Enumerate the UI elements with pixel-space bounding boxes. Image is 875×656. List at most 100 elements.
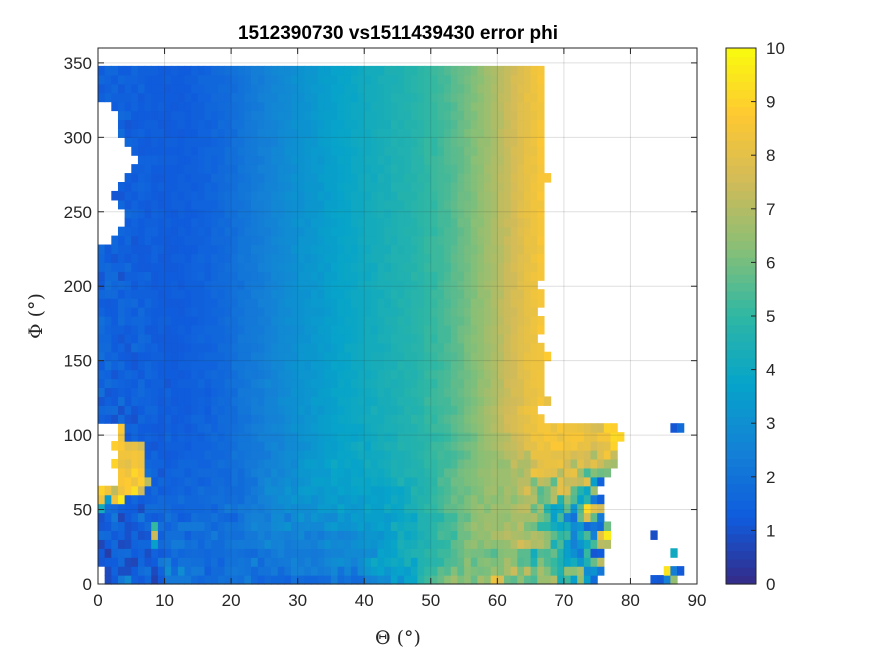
heatmap-cell — [550, 441, 558, 451]
heatmap-cell — [197, 503, 206, 514]
heatmap-cell — [224, 432, 232, 442]
heatmap-cell — [557, 485, 565, 496]
heatmap-cell — [464, 208, 472, 219]
heatmap-cell — [503, 414, 512, 424]
heatmap-cell — [464, 387, 472, 397]
heatmap-cell — [164, 414, 172, 424]
heatmap-cell — [537, 512, 545, 523]
heatmap-cell — [131, 566, 139, 576]
colorbar-tick-label: 5 — [766, 307, 775, 326]
heatmap-cell — [337, 333, 345, 344]
heatmap-cell — [177, 262, 186, 272]
colorbar-swatch — [726, 450, 756, 459]
heatmap-cell — [583, 423, 592, 433]
heatmap-cell — [137, 512, 146, 523]
heatmap-cell — [497, 298, 505, 308]
heatmap-cell — [117, 405, 126, 415]
heatmap-cell — [324, 351, 332, 362]
heatmap-cell — [444, 575, 452, 585]
heatmap-cell — [157, 271, 166, 281]
heatmap-cell — [490, 476, 498, 487]
heatmap-cell — [523, 253, 532, 263]
heatmap-cell — [124, 253, 132, 263]
heatmap-cell — [191, 182, 199, 192]
heatmap-cell — [450, 146, 458, 156]
heatmap-cell — [384, 476, 392, 487]
heatmap-cell — [537, 244, 545, 255]
heatmap-cell — [310, 512, 319, 523]
heatmap-cell — [324, 74, 332, 85]
heatmap-cell — [330, 450, 339, 460]
heatmap-cell — [477, 467, 485, 478]
heatmap-cell — [237, 539, 246, 549]
heatmap-cell — [390, 208, 399, 219]
heatmap-cell — [297, 65, 305, 76]
heatmap-cell — [384, 235, 392, 246]
heatmap-cell — [191, 164, 199, 174]
heatmap-cell — [597, 503, 605, 514]
heatmap-cell — [543, 173, 552, 183]
heatmap-cell — [370, 110, 379, 121]
colorbar-tick-label: 8 — [766, 146, 775, 165]
heatmap-cell — [277, 307, 285, 317]
heatmap-cell — [417, 530, 425, 540]
heatmap-cell — [430, 101, 439, 112]
heatmap-cell — [457, 92, 465, 103]
heatmap-cell — [457, 432, 465, 442]
heatmap-cell — [231, 333, 239, 344]
heatmap-cell — [184, 101, 192, 112]
heatmap-cell — [490, 155, 498, 165]
heatmap-cell — [357, 512, 365, 523]
heatmap-cell — [237, 271, 246, 281]
heatmap-cell — [184, 65, 192, 76]
heatmap-cell — [291, 101, 299, 112]
heatmap-cell — [350, 217, 359, 228]
heatmap-cell — [503, 217, 512, 228]
heatmap-cell — [277, 244, 285, 255]
heatmap-cell — [164, 199, 172, 210]
heatmap-cell — [317, 503, 325, 514]
heatmap-cell — [510, 128, 518, 138]
heatmap-cell — [244, 387, 252, 397]
heatmap-cell — [251, 217, 259, 228]
heatmap-cell — [177, 557, 186, 567]
heatmap-cell — [477, 423, 485, 433]
heatmap-cell — [397, 137, 405, 147]
heatmap-cell — [217, 128, 226, 138]
heatmap-cell — [171, 575, 179, 585]
heatmap-cell — [430, 360, 439, 371]
heatmap-cell — [224, 182, 232, 192]
heatmap-cell — [503, 173, 512, 183]
heatmap-cell — [350, 173, 359, 183]
heatmap-cell — [257, 566, 265, 576]
heatmap-cell — [543, 441, 552, 451]
heatmap-cell — [484, 298, 492, 308]
heatmap-cell — [404, 405, 412, 415]
heatmap-cell — [337, 548, 345, 558]
heatmap-cell — [510, 182, 518, 192]
heatmap-cell — [410, 557, 419, 567]
heatmap-cell — [184, 155, 192, 165]
heatmap-cell — [410, 485, 419, 496]
heatmap-cell — [517, 369, 525, 380]
heatmap-cell — [98, 262, 106, 272]
heatmap-cell — [397, 414, 405, 424]
heatmap-cell — [523, 199, 532, 210]
heatmap-cell — [417, 575, 425, 585]
heatmap-cell — [324, 262, 332, 272]
heatmap-cell — [344, 476, 352, 487]
heatmap-cell — [484, 441, 492, 451]
heatmap-cell — [523, 476, 532, 487]
heatmap-cell — [470, 503, 478, 514]
heatmap-cell — [271, 173, 279, 183]
heatmap-cell — [384, 289, 392, 299]
heatmap-cell — [310, 557, 319, 567]
heatmap-cell — [177, 280, 186, 290]
heatmap-cell — [464, 548, 472, 558]
heatmap-cell — [324, 226, 332, 237]
heatmap-cell — [277, 360, 285, 371]
heatmap-cell — [264, 378, 272, 389]
heatmap-cell — [477, 539, 485, 549]
heatmap-cell — [297, 324, 305, 335]
heatmap-cell — [583, 441, 592, 451]
